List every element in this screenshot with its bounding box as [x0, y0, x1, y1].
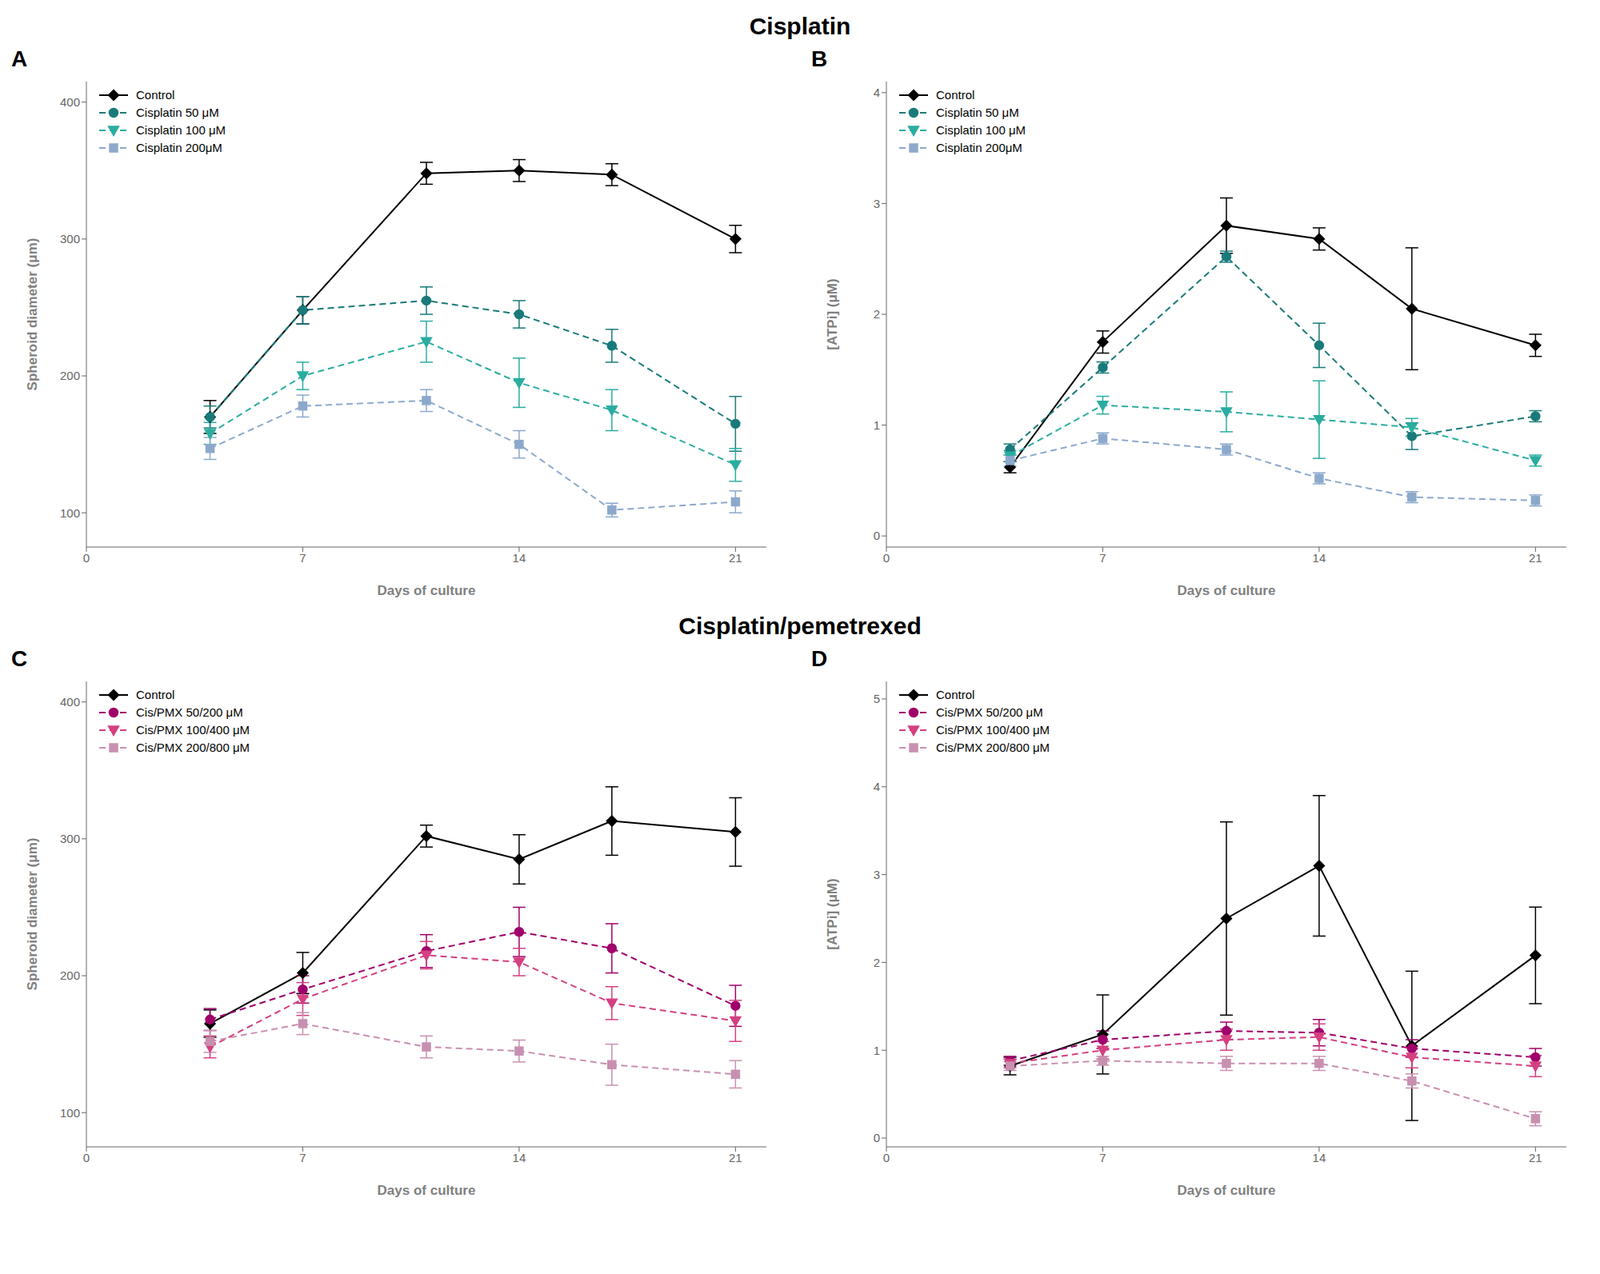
svg-text:100: 100	[60, 1106, 80, 1120]
svg-text:1: 1	[873, 418, 880, 432]
svg-text:Spheroid diameter (μm): Spheroid diameter (μm)	[24, 838, 40, 992]
svg-text:21: 21	[728, 1151, 743, 1165]
svg-text:Days of culture: Days of culture	[1177, 583, 1276, 599]
svg-text:Days of culture: Days of culture	[1177, 1183, 1276, 1199]
html-text:Cisplatin 100 μM: Cisplatin 100 μM	[936, 123, 1026, 137]
svg-text:21: 21	[728, 551, 743, 565]
svg-text:400: 400	[60, 95, 80, 109]
svg-text:7: 7	[1099, 1151, 1106, 1165]
svg-text:4: 4	[873, 85, 880, 100]
svg-text:2: 2	[873, 956, 880, 970]
html-text:Cis/PMX 50/200 μM: Cis/PMX 50/200 μM	[936, 705, 1043, 720]
svg-text:0: 0	[883, 1151, 890, 1165]
html-text:D: D	[811, 646, 828, 672]
svg-text:14: 14	[1312, 1151, 1327, 1165]
svg-text:7: 7	[299, 551, 306, 565]
html-text:Cis/PMX 50/200 μM: Cis/PMX 50/200 μM	[136, 705, 243, 720]
svg-text:0: 0	[883, 551, 890, 565]
svg-text:0: 0	[83, 1151, 90, 1165]
html-text:Cis/PMX 200/800 μM: Cis/PMX 200/800 μM	[936, 740, 1050, 755]
svg-text:[ATPi] (μM): [ATPi] (μM)	[824, 878, 840, 950]
svg-text:21: 21	[1528, 551, 1543, 565]
svg-text:0: 0	[83, 551, 90, 565]
svg-text:300: 300	[60, 832, 80, 846]
svg-text:14: 14	[512, 551, 527, 565]
svg-text:200: 200	[60, 968, 80, 983]
svg-text:3: 3	[873, 196, 880, 211]
html-text:B: B	[811, 46, 828, 72]
html-text:Cisplatin/pemetrexed: Cisplatin/pemetrexed	[678, 612, 922, 640]
svg-text:Days of culture: Days of culture	[377, 1183, 476, 1199]
svg-text:5: 5	[873, 692, 880, 706]
html-text:Cis/PMX 200/800 μM: Cis/PMX 200/800 μM	[136, 740, 250, 755]
svg-text:7: 7	[299, 1151, 306, 1165]
html-text:Cisplatin 200μM: Cisplatin 200μM	[136, 140, 223, 155]
html-text:Cisplatin 100 μM: Cisplatin 100 μM	[136, 123, 226, 137]
svg-text:400: 400	[60, 695, 80, 709]
svg-text:100: 100	[60, 506, 80, 520]
svg-text:0: 0	[873, 528, 880, 543]
html-text:Control: Control	[936, 688, 975, 702]
html-text:C: C	[11, 646, 28, 672]
svg-text:3: 3	[873, 868, 880, 882]
html-text:Cisplatin: Cisplatin	[749, 12, 851, 40]
svg-text:2: 2	[873, 307, 880, 321]
html-text:Cisplatin 50 μM: Cisplatin 50 μM	[136, 105, 219, 120]
html-text:Control: Control	[136, 88, 175, 102]
svg-text:4: 4	[873, 780, 880, 794]
svg-text:1: 1	[873, 1044, 880, 1058]
html-text:A: A	[11, 46, 28, 72]
svg-text:14: 14	[1312, 551, 1327, 565]
html-text:Cisplatin 50 μM: Cisplatin 50 μM	[936, 105, 1019, 120]
svg-text:[ATPi] (μM): [ATPi] (μM)	[824, 278, 840, 350]
html-text:Cis/PMX 100/400 μM: Cis/PMX 100/400 μM	[936, 723, 1050, 737]
html-text:Control: Control	[136, 688, 175, 702]
svg-text:14: 14	[512, 1151, 527, 1165]
svg-text:7: 7	[1099, 551, 1106, 565]
svg-text:Spheroid diameter (μm): Spheroid diameter (μm)	[24, 238, 40, 392]
svg-text:Days of culture: Days of culture	[377, 583, 476, 599]
html-text:Control: Control	[936, 88, 975, 102]
svg-text:200: 200	[60, 368, 80, 383]
svg-text:300: 300	[60, 232, 80, 246]
svg-text:21: 21	[1528, 1151, 1543, 1165]
html-text:Cisplatin 200μM: Cisplatin 200μM	[936, 140, 1023, 155]
svg-text:0: 0	[873, 1131, 880, 1145]
html-text:Cis/PMX 100/400 μM: Cis/PMX 100/400 μM	[136, 723, 250, 737]
